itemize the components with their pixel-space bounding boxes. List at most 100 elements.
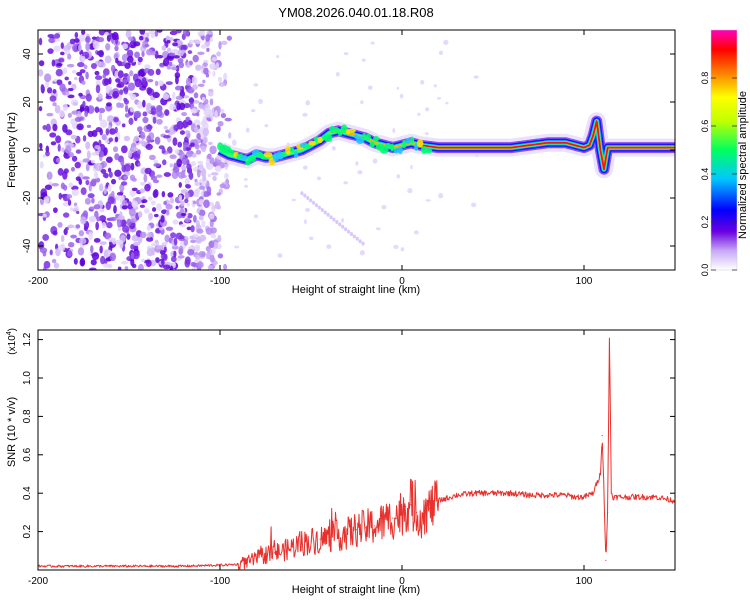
noise-blob [352,234,356,239]
noise-blob [367,85,373,90]
noise-blob [400,247,405,252]
noise-blob [75,224,81,229]
noise-blob [150,200,156,206]
noise-blob [50,141,57,146]
ridge-blob [285,145,292,155]
noise-blob [47,33,55,39]
noise-blob [178,61,185,69]
noise-blob [195,149,202,155]
noise-blob [110,178,117,185]
noise-blob [124,113,130,118]
noise-blob [62,67,68,75]
y-tick-label: 0.6 [22,447,33,461]
noise-blob [217,253,224,259]
noise-blob [323,210,327,215]
noise-blob [129,189,136,197]
snr-point [619,496,622,498]
noise-blob [443,39,449,45]
noise-blob [201,220,206,228]
ridge-blob [401,139,407,149]
noise-blob [70,134,77,140]
noise-blob [152,91,160,99]
noise-blob [121,145,128,154]
noise-blob [188,171,194,180]
noise-blob [101,168,107,175]
noise-blob [62,103,68,112]
noise-blob [124,62,131,69]
noise-blob [51,59,56,67]
noise-blob [98,30,105,36]
noise-blob [61,147,65,153]
noise-blob [202,127,209,137]
noise-blob [399,93,404,99]
noise-blob [156,118,163,125]
noise-blob [169,154,177,160]
noise-blob [126,74,131,83]
noise-blob [219,183,226,189]
noise-blob [94,171,99,179]
noise-blob [144,183,151,192]
noise-blob [175,95,184,101]
noise-blob [92,40,100,50]
noise-blob [82,100,86,108]
noise-blob [119,183,125,192]
noise-blob [94,70,100,76]
noise-blob [357,170,363,175]
noise-blob [185,77,192,87]
noise-blob [137,56,143,63]
noise-blob [87,130,94,138]
noise-blob [65,92,70,96]
noise-blob [85,179,90,186]
noise-blob [159,250,166,255]
ridge-blob [379,146,389,154]
noise-blob [188,97,195,105]
noise-blob [114,153,120,161]
noise-blob [87,193,95,199]
ridge-blob [248,155,257,163]
noise-blob [172,262,176,269]
snr-point [310,540,312,542]
noise-blob [104,232,112,240]
noise-blob [358,239,362,244]
noise-blob [184,192,190,199]
noise-blob [199,30,206,37]
snr-point [612,496,614,498]
noise-blob [67,87,74,92]
noise-blob [200,44,207,49]
noise-blob [47,87,53,94]
noise-blob [77,247,85,256]
noise-blob [133,136,140,142]
noise-blob [67,112,72,118]
snr-point [405,506,407,508]
noise-blob [95,221,99,231]
noise-blob [48,37,55,44]
noise-blob [109,128,116,135]
colorbar-tick-label: 0.0 [700,264,710,277]
noise-blob [182,30,190,37]
noise-blob [98,215,107,222]
noise-blob [44,73,52,83]
noise-blob [169,30,178,36]
noise-blob [53,262,60,269]
noise-blob [145,259,152,267]
noise-blob [184,259,191,268]
noise-blob [196,228,204,234]
noise-blob [152,190,158,199]
noise-blob [331,146,336,151]
noise-blob [133,244,139,252]
spectrogram-axes: -200 -100 0 100 40 20 0 -20 -40 [22,30,675,287]
noise-blob [47,48,54,54]
noise-blob [471,202,477,208]
noise-blob [209,254,215,263]
snr-point [392,517,394,519]
noise-blob [59,83,66,92]
noise-blob [165,81,173,86]
noise-blob [258,98,263,105]
noise-blob [68,241,75,248]
noise-blob [309,198,313,203]
y-tick-label: 1.0 [22,371,33,385]
snr-xlabel: Height of straight line (km) [292,584,420,596]
noise-blob [71,155,78,162]
noise-blob [208,88,214,93]
noise-blob [151,207,157,212]
